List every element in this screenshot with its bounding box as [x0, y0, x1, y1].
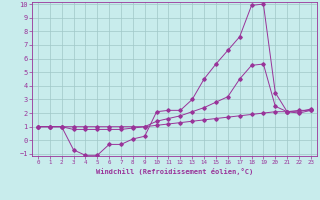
X-axis label: Windchill (Refroidissement éolien,°C): Windchill (Refroidissement éolien,°C) [96, 168, 253, 175]
